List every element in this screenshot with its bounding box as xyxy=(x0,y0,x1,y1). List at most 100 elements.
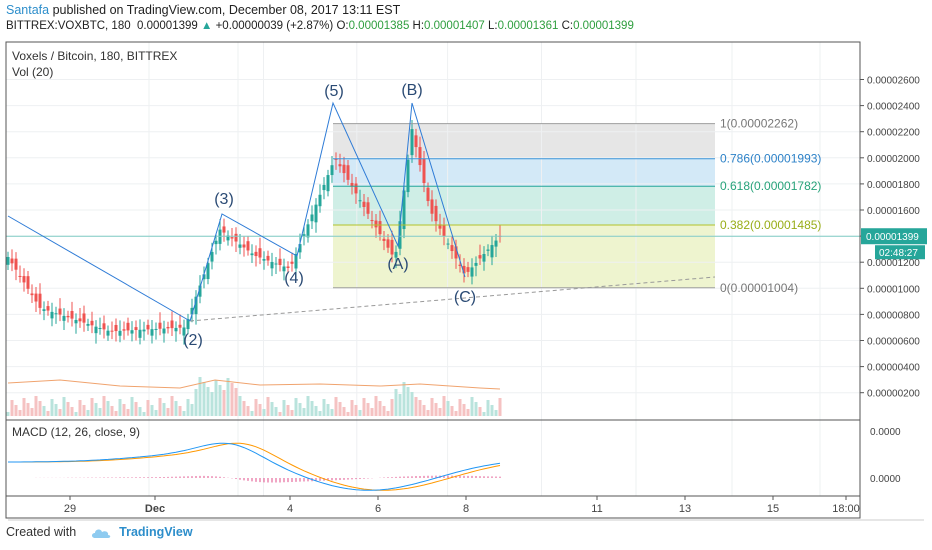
candle-body xyxy=(90,320,94,326)
candle-body xyxy=(194,296,198,315)
volume-bar xyxy=(362,398,366,416)
candle-body xyxy=(374,220,378,228)
volume-bar xyxy=(434,403,438,416)
volume-bar xyxy=(10,400,14,416)
candle-body xyxy=(198,285,202,297)
candle-body xyxy=(450,245,454,252)
close-value: 0.00001399 xyxy=(573,20,634,32)
footer: Created with TradingView xyxy=(6,525,193,540)
publish-info: Santafa published on TradingView.com, De… xyxy=(6,3,400,17)
plot-frame xyxy=(5,41,861,519)
candle-body xyxy=(166,326,170,329)
volume-bar xyxy=(162,403,166,416)
candle-body xyxy=(442,225,446,237)
volume-bar xyxy=(218,385,222,416)
candle-body xyxy=(286,266,290,268)
volume-bar xyxy=(166,408,170,416)
candle-body xyxy=(298,244,302,253)
candle-body xyxy=(430,199,434,214)
axes: 0.00002600 0.00002400 0.00002200 0.00002000… xyxy=(64,76,927,515)
volume-bar xyxy=(226,378,230,416)
candle-body xyxy=(174,327,178,332)
volume-bar xyxy=(62,397,66,416)
candle-body xyxy=(330,165,334,176)
volume-bar xyxy=(230,383,234,416)
candle-body xyxy=(282,266,286,272)
candle-body xyxy=(474,262,478,266)
volume-bar xyxy=(426,410,430,416)
fib-fills xyxy=(333,123,715,288)
fib-level-label: 0(0.00001004) xyxy=(720,281,798,295)
drawings xyxy=(6,101,860,322)
candle-body xyxy=(26,276,30,289)
candle-body xyxy=(218,229,222,244)
chart-title: Voxels / Bitcoin, 180, BITTREX xyxy=(12,49,177,63)
candle-body xyxy=(74,319,78,324)
volume-bar xyxy=(482,412,486,416)
candle-body xyxy=(230,237,234,239)
tradingview-brand[interactable]: TradingView xyxy=(119,525,193,539)
fib-level-label: 0.786(0.00001993) xyxy=(720,152,821,166)
volume-bar xyxy=(354,405,358,416)
volume-bar xyxy=(402,382,406,416)
volume-bar xyxy=(242,401,246,416)
created-with: Created with xyxy=(6,525,77,539)
volume-bar xyxy=(334,397,338,416)
volume-bar xyxy=(346,412,350,416)
candle-body xyxy=(258,248,262,258)
volume-bar xyxy=(238,396,242,416)
volume-bar xyxy=(498,398,502,416)
volume-bar xyxy=(214,380,218,416)
candle-body xyxy=(414,135,418,148)
volume-bar xyxy=(246,406,250,416)
candle-body xyxy=(418,147,422,166)
x-tick-label: Dec xyxy=(145,503,165,515)
low-value: 0.00001361 xyxy=(497,20,559,32)
fib-zone xyxy=(333,158,715,187)
candle-body xyxy=(314,204,318,223)
volume-bar xyxy=(446,401,450,416)
candle-body xyxy=(398,221,402,249)
candle-body xyxy=(378,221,382,235)
volume-bar xyxy=(182,411,186,416)
candle-body xyxy=(454,246,458,259)
fib-zone xyxy=(333,186,715,226)
fib-level-label: 0.618(0.00001782) xyxy=(720,179,821,193)
x-tick-label: 4 xyxy=(287,503,293,515)
candle-body xyxy=(66,315,70,318)
volume-bar xyxy=(406,387,410,416)
volume-indicator-label: Vol (20) xyxy=(12,65,53,79)
candle-body xyxy=(110,330,114,332)
candle-body xyxy=(186,319,190,330)
candle-body xyxy=(170,320,174,329)
volume-bar xyxy=(74,412,78,416)
volume-bar xyxy=(110,406,114,416)
candle-body xyxy=(458,264,462,266)
volume-bar xyxy=(130,397,134,416)
candle-body xyxy=(470,267,474,277)
elliott-wave-path xyxy=(189,101,466,322)
candle-body xyxy=(138,329,142,338)
volume-bar xyxy=(78,400,82,416)
last-price-badge-text: 0.00001399 xyxy=(866,232,919,243)
candle-body xyxy=(70,311,74,319)
fib-zone xyxy=(333,123,715,159)
volume-bar xyxy=(258,404,262,416)
candle-body xyxy=(478,255,482,259)
x-tick-label: 8 xyxy=(463,503,469,515)
countdown-badge-text: 02:48:27 xyxy=(879,248,918,259)
candle-body xyxy=(14,258,18,270)
volume-bar xyxy=(106,401,110,416)
volume-bar xyxy=(206,387,210,416)
author-link[interactable]: Santafa xyxy=(6,3,50,17)
volume-bar xyxy=(138,407,142,416)
volume-bar xyxy=(186,399,190,416)
candle-body xyxy=(42,309,46,312)
volume-bar xyxy=(414,397,418,416)
volume-bar xyxy=(494,410,498,416)
candle-body xyxy=(270,262,274,269)
low-label: L: xyxy=(488,20,498,32)
x-tick-label: 18:00 xyxy=(832,503,860,515)
volume-bar xyxy=(54,404,58,416)
